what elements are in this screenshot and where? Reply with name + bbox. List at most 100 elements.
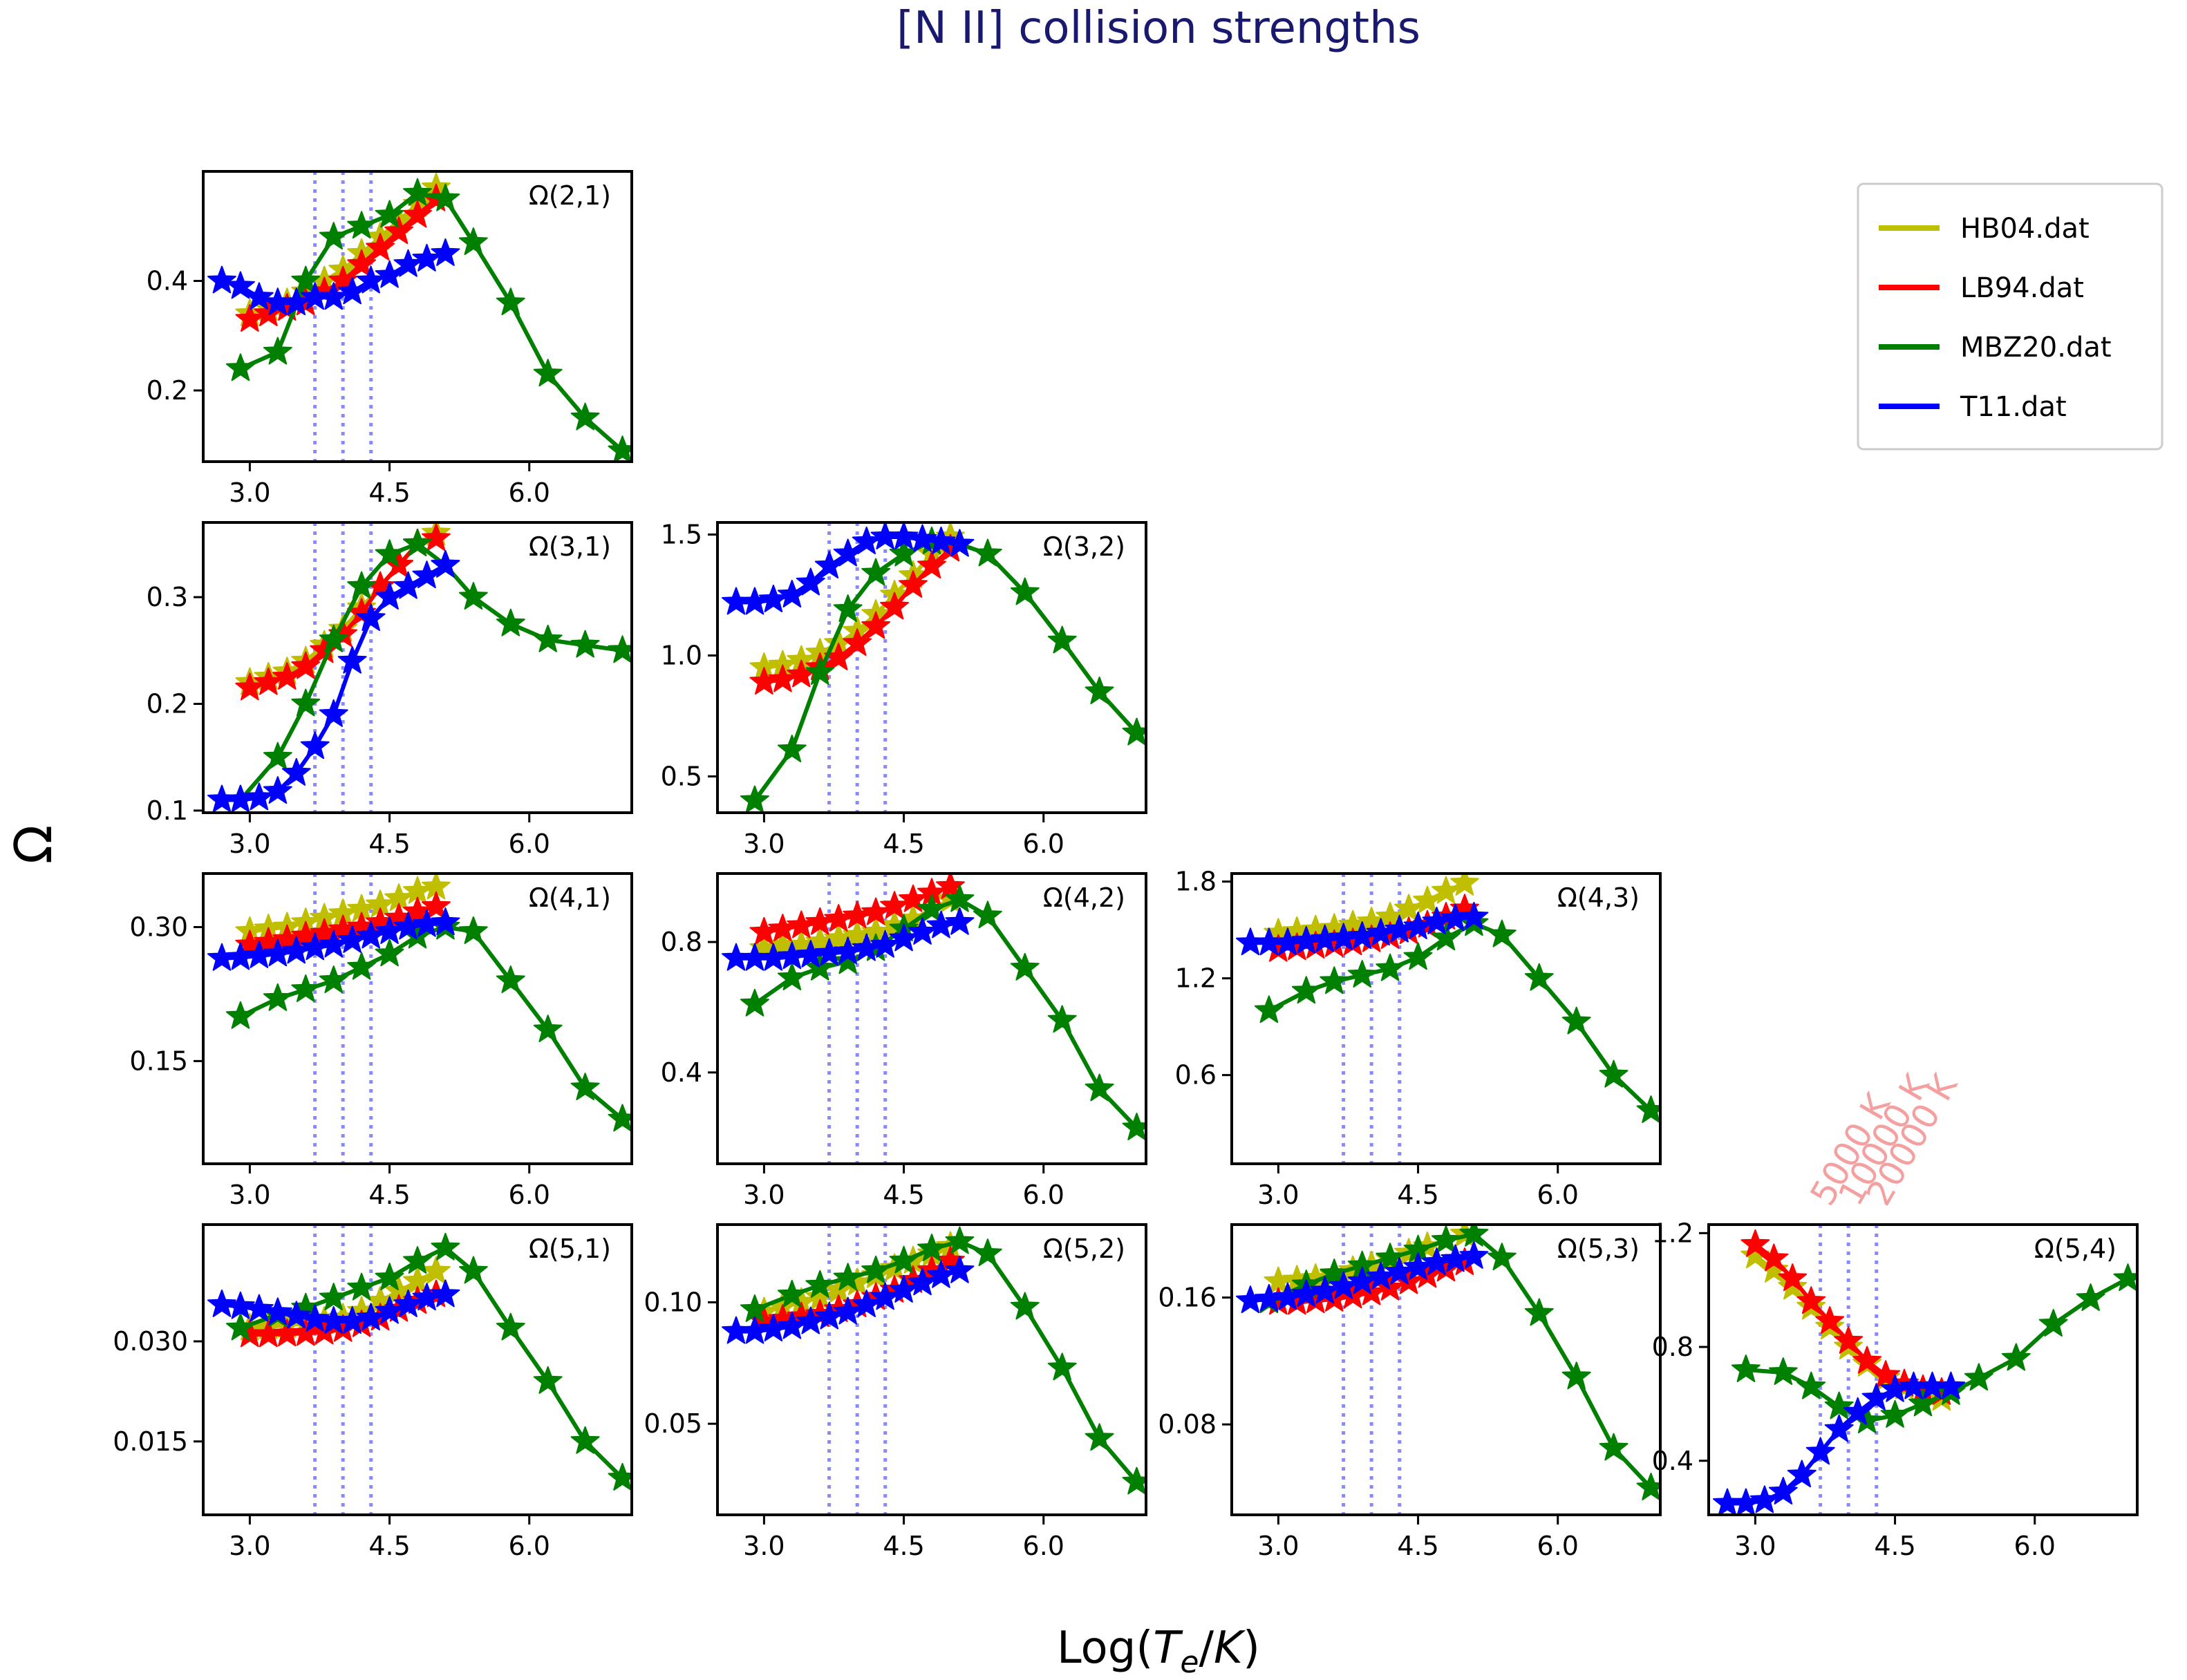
legend-label: MBZ20.dat	[1960, 332, 2112, 364]
data-point	[533, 359, 563, 387]
data-point	[403, 528, 432, 556]
panel-frame	[202, 521, 633, 814]
data-point	[2001, 1343, 2031, 1371]
x-tick-label: 6.0	[1537, 1531, 1579, 1561]
data-point	[244, 1294, 274, 1322]
data-point	[263, 337, 292, 365]
data-point	[225, 271, 255, 299]
data-point	[1964, 1363, 1993, 1391]
data-point	[805, 952, 835, 981]
data-point	[458, 227, 488, 255]
x-tick-label: 4.5	[883, 829, 924, 859]
data-point	[1824, 1414, 1854, 1442]
panel-1: 3.0 4.5 6.0 0.2 0.4 Ω(2,1)	[147, 170, 633, 508]
data-point	[1768, 1477, 1798, 1504]
x-tick-label: 6.0	[1537, 1180, 1579, 1210]
data-point	[2076, 1283, 2105, 1311]
x-tick-label: 6.0	[509, 1180, 550, 1210]
panel-frame	[202, 170, 633, 463]
data-point	[422, 523, 451, 551]
legend: HB04.dat LB94.dat MBZ20.dat T11.dat	[1857, 182, 2163, 451]
data-point	[431, 549, 460, 578]
data-point	[300, 1304, 330, 1332]
data-point	[1740, 1229, 1770, 1257]
data-point	[496, 965, 525, 994]
data-point	[777, 1279, 807, 1308]
data-point	[431, 238, 460, 266]
data-point	[833, 1296, 863, 1325]
data-point	[375, 539, 404, 567]
data-point	[319, 624, 348, 652]
y-tick-label: 0.3	[147, 582, 188, 612]
data-point	[458, 916, 488, 944]
y-tick-label: 0.15	[129, 1046, 188, 1076]
plot-area	[1236, 874, 1660, 1123]
data-point	[908, 916, 937, 945]
data-point	[263, 742, 292, 770]
data-point	[852, 1290, 881, 1317]
data-point	[777, 963, 807, 990]
data-point	[608, 1462, 632, 1491]
y-tick-label: 0.8	[1652, 1332, 1693, 1362]
data-point	[833, 1263, 863, 1291]
x-tick-label: 4.5	[1397, 1180, 1438, 1210]
panel-frame	[716, 521, 1147, 814]
data-point	[1459, 902, 1489, 929]
y-tick-label: 0.5	[661, 762, 702, 792]
transition-label: Ω(5,4)	[2034, 1234, 2116, 1264]
y-tick-label: 0.4	[147, 265, 188, 296]
data-point	[1936, 1371, 1966, 1399]
transition-label: Ω(4,3)	[1557, 883, 1640, 913]
legend-label: T11.dat	[1960, 391, 2067, 423]
transition-label: Ω(3,1)	[529, 531, 611, 562]
data-point	[2038, 1309, 2068, 1337]
data-point	[225, 353, 255, 381]
x-tick-label: 6.0	[1023, 1531, 1064, 1561]
data-point	[496, 287, 525, 316]
data-point	[1778, 1263, 1808, 1292]
data-point	[1524, 963, 1554, 991]
data-point	[1824, 1391, 1854, 1419]
data-point	[899, 884, 928, 912]
data-point	[936, 874, 965, 899]
y-tick-label: 0.1	[147, 795, 188, 826]
figure-x-label: Log(Te/K)	[1057, 1623, 1260, 1680]
data-point	[393, 249, 423, 277]
data-point	[880, 592, 910, 620]
data-point	[1122, 717, 1146, 746]
data-point	[880, 891, 910, 919]
data-point	[458, 582, 488, 610]
x-tick-label: 4.5	[1397, 1531, 1438, 1561]
data-point	[945, 907, 975, 935]
data-point	[1599, 1059, 1628, 1088]
data-point	[496, 608, 525, 636]
data-point	[347, 952, 377, 980]
panel-8: 3.0 4.5 6.0 0.05 0.10 Ω(5,2)	[644, 1223, 1147, 1561]
data-point	[431, 1232, 460, 1261]
data-point	[281, 1301, 311, 1329]
data-point	[225, 1291, 255, 1319]
data-point	[337, 276, 367, 305]
data-point	[281, 757, 311, 786]
data-point	[917, 1234, 946, 1262]
data-point	[899, 570, 928, 598]
data-point	[337, 645, 367, 674]
data-point	[1731, 1355, 1761, 1382]
data-point	[1796, 1286, 1826, 1314]
data-point	[805, 657, 835, 685]
plot-area	[722, 1226, 1146, 1495]
data-point	[1487, 1243, 1517, 1271]
data-point	[889, 1274, 919, 1303]
data-point	[207, 1289, 236, 1317]
y-tick-label: 1.2	[1652, 1218, 1693, 1248]
data-point	[1010, 952, 1040, 981]
data-point	[375, 1296, 404, 1324]
data-point	[740, 1294, 769, 1322]
y-tick-label: 1.0	[661, 641, 702, 671]
data-point	[300, 731, 330, 759]
panel-9: 3.0 4.5 6.0 0.08 0.16 Ω(5,3)	[1158, 1223, 1662, 1561]
data-point	[375, 938, 404, 967]
plot-area	[207, 874, 632, 1132]
y-tick-label: 0.2	[147, 375, 188, 406]
